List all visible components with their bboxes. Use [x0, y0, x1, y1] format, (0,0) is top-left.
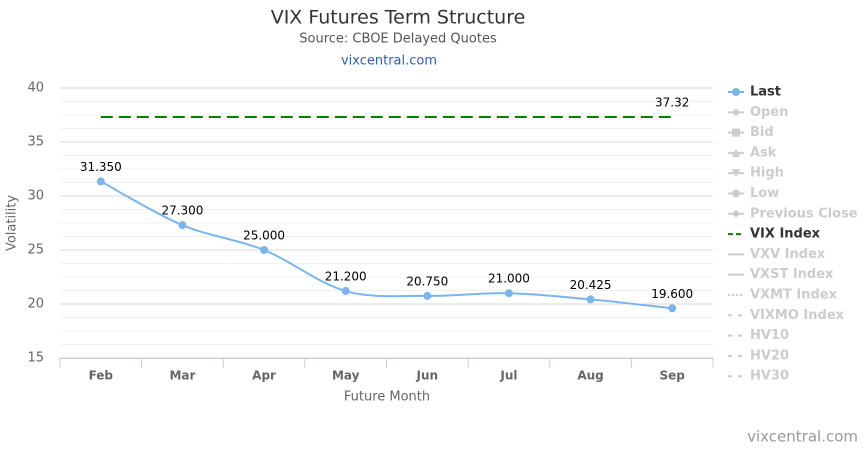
- legend-marker: [732, 169, 740, 178]
- legend-marker: [732, 209, 740, 218]
- legend-label[interactable]: HV20: [750, 348, 789, 363]
- data-label: 27.300: [161, 204, 203, 218]
- data-point: [668, 304, 677, 313]
- legend-label[interactable]: Low: [750, 186, 779, 201]
- data-label: 19.600: [651, 287, 693, 301]
- series-line: [100, 180, 673, 310]
- data-label: 25.000: [243, 229, 285, 243]
- chart-subtitle: Source: CBOE Delayed Quotes: [299, 32, 497, 47]
- data-point: [586, 295, 595, 304]
- data-label: 20.425: [570, 278, 612, 292]
- legend-label[interactable]: VIX Index: [750, 227, 821, 242]
- source-link[interactable]: vixcentral.com: [341, 54, 437, 69]
- data-point: [504, 289, 513, 298]
- y-axis-title: Volatility: [5, 195, 20, 251]
- legend-marker: [732, 128, 740, 137]
- legend-label[interactable]: VXV Index: [750, 247, 826, 262]
- data-point: [423, 291, 432, 300]
- data-point: [96, 177, 105, 186]
- x-tick-label: Jul: [499, 369, 517, 383]
- data-point: [260, 246, 269, 254]
- data-label: 20.750: [406, 274, 448, 288]
- y-tick-label: 20: [27, 297, 44, 312]
- legend-label[interactable]: VIXMO Index: [750, 308, 845, 323]
- x-tick-label: Feb: [89, 369, 114, 383]
- x-tick-label: Aug: [577, 369, 603, 383]
- y-tick-label: 35: [27, 135, 44, 150]
- legend-marker: [732, 148, 740, 157]
- legend-label[interactable]: Last: [750, 85, 781, 100]
- legend-label[interactable]: Previous Close: [750, 206, 858, 221]
- y-tick-label: 40: [27, 81, 44, 96]
- y-tick-label: 30: [27, 189, 44, 204]
- legend-label[interactable]: HV30: [750, 369, 789, 384]
- data-point: [341, 287, 350, 296]
- legend-marker: [732, 88, 740, 96]
- credits[interactable]: vixcentral.com: [747, 428, 858, 446]
- x-axis-title: Future Month: [344, 390, 430, 405]
- legend-label[interactable]: High: [750, 166, 784, 181]
- x-tick-label: May: [332, 369, 360, 383]
- data-point: [178, 221, 187, 230]
- legend-marker: [732, 108, 740, 117]
- legend-label[interactable]: Open: [750, 105, 788, 120]
- y-tick-label: 25: [27, 243, 44, 258]
- data-label: 21.000: [488, 272, 530, 286]
- legend-marker: [732, 189, 740, 198]
- x-tick-label: Mar: [169, 369, 195, 383]
- data-label: 31.350: [80, 160, 122, 174]
- data-label: 37.32: [655, 95, 689, 109]
- chart-title: VIX Futures Term Structure: [271, 7, 526, 29]
- legend-label[interactable]: VXMT Index: [750, 288, 838, 303]
- legend-label[interactable]: HV10: [750, 328, 789, 343]
- x-tick-label: Jun: [416, 369, 439, 383]
- legend-label[interactable]: VXST Index: [750, 267, 834, 282]
- x-tick-label: Apr: [252, 369, 276, 383]
- y-tick-label: 15: [27, 351, 44, 366]
- x-tick-label: Sep: [660, 369, 686, 383]
- legend-label[interactable]: Bid: [750, 125, 774, 140]
- legend-label[interactable]: Ask: [750, 145, 777, 160]
- data-label: 21.200: [325, 270, 367, 284]
